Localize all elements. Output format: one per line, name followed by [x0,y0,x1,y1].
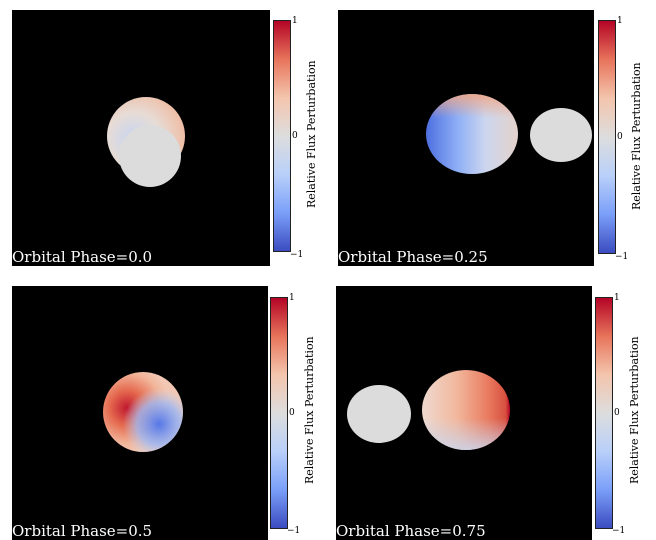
colorbar [595,297,613,529]
image-frame-phase-0-75: Orbital Phase=0.75 [336,286,592,540]
colorbar-tick-min: −1 [287,526,301,536]
star-render-phase-0-5 [103,372,183,452]
phase-label: Orbital Phase=0.5 [12,522,153,540]
primary-star-hot-cap [426,94,518,174]
colorbar-title: Relative Flux Perturbation [303,336,316,484]
companion-star [347,385,411,443]
colorbar-tick-max: 1 [614,293,620,303]
colorbar-tick-mid: 0 [614,408,620,418]
colorbar [598,20,616,254]
colorbar-tick-mid: 0 [289,408,295,418]
colorbar-tick-mid: 0 [292,131,298,141]
primary-star-cool-limb [422,370,510,450]
colorbar-title: Relative Flux Perturbation [305,60,318,208]
colorbar-tick-min: −1 [612,526,626,536]
companion-star [119,125,181,187]
companion-star [530,108,592,162]
phase-label: Orbital Phase=0.25 [338,248,488,266]
phase-label: Orbital Phase=0.75 [336,522,486,540]
colorbar-tick-max: 1 [617,16,623,26]
star-render-phase-0 [107,97,185,187]
star-render-phase-0-25 [426,94,592,174]
colorbar-title: Relative Flux Perturbation [630,62,643,210]
star-render-phase-0-75 [347,370,510,450]
colorbar-tick-max: 1 [289,293,295,303]
colorbar-tick-mid: 0 [617,132,623,142]
phase-label: Orbital Phase=0.0 [12,248,153,266]
image-frame-phase-0-25: Orbital Phase=0.25 [338,10,594,266]
colorbar [270,297,288,529]
image-frame-phase-0: Orbital Phase=0.0 [12,10,270,266]
colorbar-tick-min: −1 [290,250,304,260]
colorbar [273,20,291,252]
colorbar-title: Relative Flux Perturbation [628,336,641,484]
colorbar-tick-min: −1 [615,252,629,262]
primary-star-cool-spot [103,372,183,452]
colorbar-tick-max: 1 [292,16,298,26]
image-frame-phase-0-5: Orbital Phase=0.5 [12,286,268,540]
